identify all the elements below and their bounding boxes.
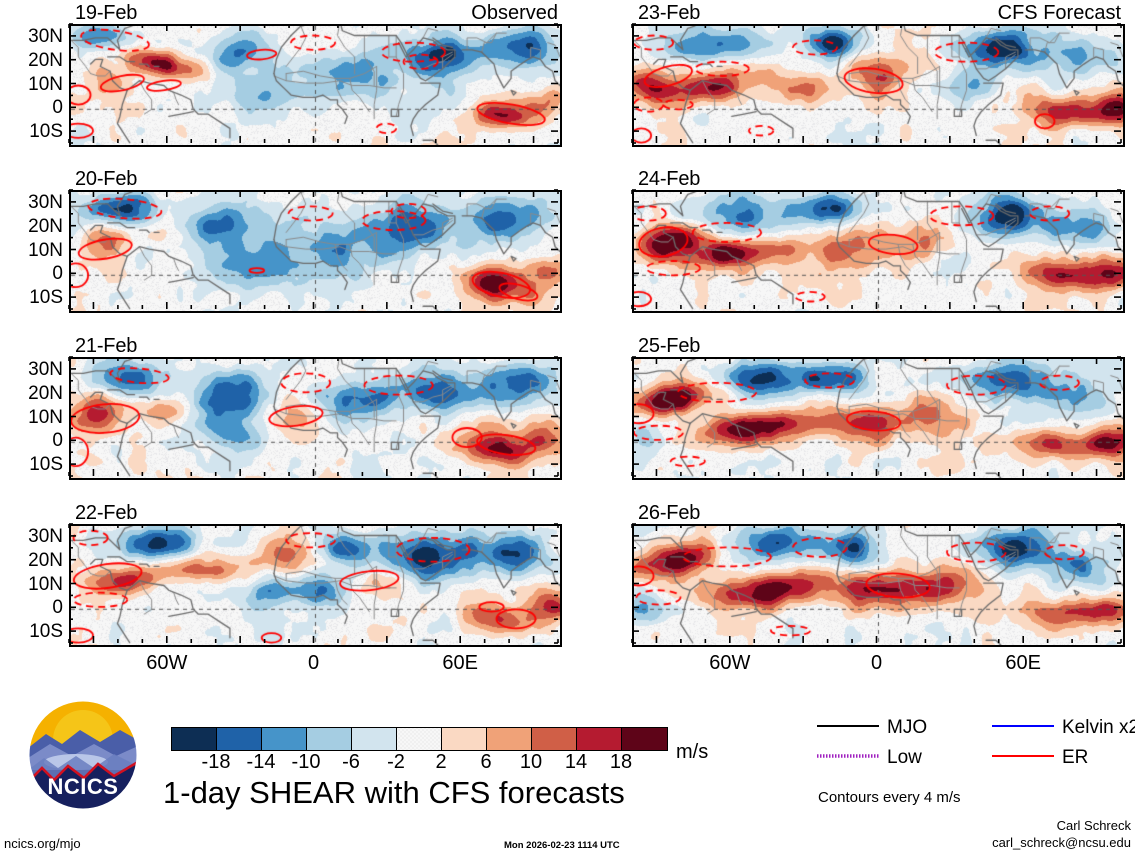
colorbar-tick-label: -14 bbox=[246, 751, 276, 773]
colorbar-segment bbox=[532, 728, 577, 750]
colorbar-tick-label: 6 bbox=[480, 751, 492, 773]
y-tick-label: 30N bbox=[28, 358, 63, 380]
colorbar-tick-label: -2 bbox=[387, 751, 405, 773]
shear-field-canvas bbox=[634, 526, 1123, 645]
y-tick-label: 0 bbox=[52, 430, 63, 452]
author-email[interactable]: carl_schreck@ncsu.edu bbox=[992, 835, 1131, 850]
x-tick-label: 60W bbox=[146, 652, 188, 674]
panel-date-label: 21-Feb bbox=[75, 335, 138, 357]
y-tick-label: 20N bbox=[28, 49, 63, 71]
shear-field-canvas bbox=[634, 359, 1123, 478]
y-tick-label: 0 bbox=[52, 597, 63, 619]
y-tick-label: 10S bbox=[29, 121, 63, 143]
y-tick-label: 10N bbox=[28, 573, 63, 595]
x-tick-label: 60W bbox=[709, 652, 751, 674]
panel-date-label: 23-Feb bbox=[638, 2, 701, 24]
map-panel bbox=[632, 190, 1125, 313]
colorbar-tick-label: -6 bbox=[342, 751, 360, 773]
colorbar-tick-label: 10 bbox=[519, 751, 543, 773]
chart-title: 1-day SHEAR with CFS forecasts bbox=[163, 775, 625, 810]
shear-field-canvas bbox=[71, 26, 560, 145]
contour-interval-note: Contours every 4 m/s bbox=[818, 789, 961, 806]
y-tick-label: 30N bbox=[28, 525, 63, 547]
y-tick-label: 10N bbox=[28, 73, 63, 95]
legend-label-er: ER bbox=[1062, 747, 1089, 768]
x-tick-label: 0 bbox=[870, 652, 883, 674]
x-tick-label: 0 bbox=[307, 652, 320, 674]
y-tick-label: 0 bbox=[52, 97, 63, 119]
map-panel bbox=[69, 357, 562, 480]
colorbar-segment bbox=[397, 728, 442, 750]
site-url[interactable]: ncics.org/mjo bbox=[4, 836, 81, 851]
legend-label-mjo: MJO bbox=[887, 717, 928, 738]
panel-date-label: 22-Feb bbox=[75, 502, 138, 524]
map-panel bbox=[69, 24, 562, 147]
shear-field-canvas bbox=[71, 359, 560, 478]
map-panel bbox=[632, 524, 1125, 647]
panel-date-label: 26-Feb bbox=[638, 502, 701, 524]
map-panel bbox=[69, 524, 562, 647]
y-tick-label: 30N bbox=[28, 191, 63, 213]
legend-label-low: Low bbox=[887, 747, 922, 768]
colorbar-segment bbox=[442, 728, 487, 750]
colorbar-segment bbox=[172, 728, 217, 750]
colorbar-tick-label: 18 bbox=[609, 751, 633, 773]
y-tick-label: 20N bbox=[28, 215, 63, 237]
y-tick-label: 20N bbox=[28, 382, 63, 404]
x-tick-label: 60E bbox=[442, 652, 478, 674]
map-panel bbox=[69, 190, 562, 313]
colorbar-segment bbox=[262, 728, 307, 750]
author-name: Carl Schreck bbox=[1056, 818, 1131, 833]
y-tick-label: 20N bbox=[28, 549, 63, 571]
colorbar-segment bbox=[217, 728, 262, 750]
column-heading-observed: Observed bbox=[471, 2, 558, 24]
colorbar-tick-label: -18 bbox=[201, 751, 231, 773]
legend-line-er bbox=[992, 755, 1054, 757]
panel-date-label: 24-Feb bbox=[638, 168, 701, 190]
y-tick-label: 10S bbox=[29, 287, 63, 309]
legend-line-mjo bbox=[817, 725, 879, 727]
colorbar-units: m/s bbox=[676, 741, 709, 763]
svg-text:NCICS: NCICS bbox=[48, 774, 119, 799]
colorbar-segment bbox=[577, 728, 622, 750]
shear-field-canvas bbox=[634, 192, 1123, 311]
y-tick-label: 0 bbox=[52, 263, 63, 285]
map-panel bbox=[632, 357, 1125, 480]
y-tick-label: 10N bbox=[28, 239, 63, 261]
colorbar-segment bbox=[307, 728, 352, 750]
legend-line-low bbox=[817, 754, 879, 758]
map-panel bbox=[632, 24, 1125, 147]
legend-line-kelvin-x2 bbox=[992, 725, 1054, 727]
shear-field-canvas bbox=[71, 526, 560, 645]
colorbar-tick-label: 14 bbox=[564, 751, 588, 773]
panel-date-label: 19-Feb bbox=[75, 2, 138, 24]
y-tick-label: 10S bbox=[29, 621, 63, 643]
column-heading-forecast: CFS Forecast bbox=[997, 2, 1121, 24]
y-tick-label: 30N bbox=[28, 25, 63, 47]
colorbar-tick-label: -10 bbox=[291, 751, 321, 773]
render-timestamp: Mon 2026-02-23 1114 UTC bbox=[504, 840, 620, 851]
colorbar-segment bbox=[352, 728, 397, 750]
shear-field-canvas bbox=[71, 192, 560, 311]
y-tick-label: 10S bbox=[29, 454, 63, 476]
panel-date-label: 20-Feb bbox=[75, 168, 138, 190]
y-tick-label: 10N bbox=[28, 406, 63, 428]
colorbar-segment bbox=[622, 728, 667, 750]
shear-field-canvas bbox=[634, 26, 1123, 145]
legend-label-kelvin-x2: Kelvin x2 bbox=[1062, 717, 1135, 738]
colorbar-tick-label: 2 bbox=[435, 751, 447, 773]
colorbar bbox=[171, 727, 668, 751]
x-tick-label: 60E bbox=[1005, 652, 1041, 674]
panel-date-label: 25-Feb bbox=[638, 335, 701, 357]
ncics-logo: NCICS bbox=[28, 700, 138, 810]
colorbar-segment bbox=[487, 728, 532, 750]
